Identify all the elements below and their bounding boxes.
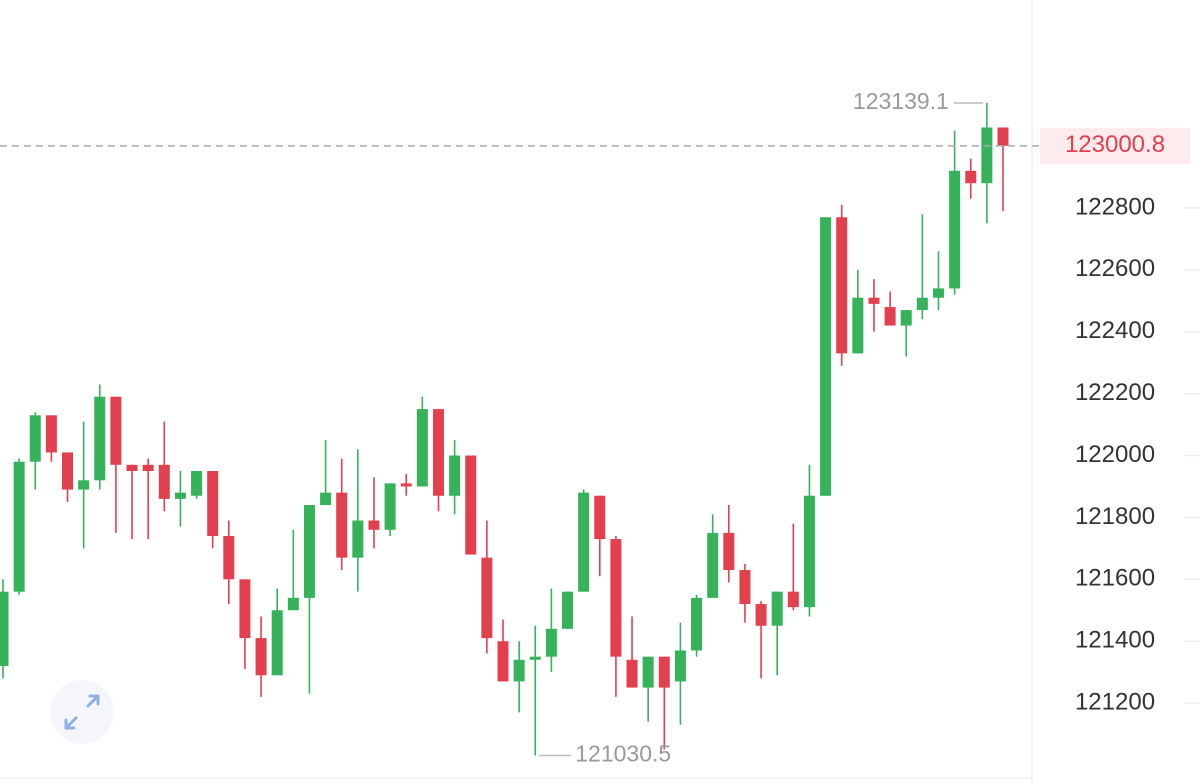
candle-body — [481, 557, 493, 639]
candle-body — [997, 127, 1009, 146]
expand-icon — [64, 694, 100, 730]
y-tick-label: 121400 — [1075, 627, 1155, 654]
y-tick-label: 122200 — [1075, 379, 1155, 406]
candle-body — [803, 495, 815, 608]
candle-body — [562, 591, 574, 629]
candle-body — [723, 532, 735, 571]
candle-body — [820, 217, 832, 496]
candle-body — [755, 604, 767, 626]
y-tick-label: 121800 — [1075, 503, 1155, 530]
candle-body — [529, 656, 541, 660]
candle-body — [239, 579, 251, 639]
candle-body — [45, 415, 57, 453]
candle-body — [787, 591, 799, 608]
candle-body — [852, 297, 864, 354]
candle-body — [610, 539, 622, 657]
candle-body — [223, 535, 235, 580]
candle-body — [62, 452, 74, 490]
y-tick-label: 122400 — [1075, 317, 1155, 344]
candle-body — [416, 409, 428, 487]
candle-body — [255, 638, 267, 676]
candle-body — [384, 483, 396, 530]
candle-body — [110, 396, 122, 465]
candle-body — [449, 455, 461, 496]
y-tick-label: 122600 — [1075, 255, 1155, 282]
candle-body — [949, 170, 961, 289]
candle-body — [836, 217, 848, 354]
candle-body — [626, 659, 638, 688]
candle-body — [578, 492, 590, 592]
candle-body — [884, 306, 896, 326]
candle-body — [13, 461, 25, 592]
candle-body — [642, 656, 654, 688]
candle-body — [674, 650, 686, 682]
candle-body — [352, 520, 364, 558]
candle-body — [432, 409, 444, 496]
candle-body — [707, 532, 719, 598]
candle-body — [400, 483, 412, 487]
candle-body — [545, 628, 557, 657]
candle-body — [174, 492, 186, 499]
candle-body — [739, 570, 751, 605]
candle-body — [594, 495, 606, 540]
y-tick-label: 122800 — [1075, 193, 1155, 220]
y-tick-label: 121200 — [1075, 688, 1155, 715]
candle-body — [658, 656, 670, 688]
candle-body — [513, 659, 525, 682]
candle-body — [158, 464, 170, 499]
candle-body — [336, 492, 348, 558]
candle-body — [916, 297, 928, 311]
candle-body — [142, 464, 154, 471]
expand-button[interactable] — [50, 680, 114, 744]
candle-body — [207, 470, 219, 536]
candle-body — [771, 591, 783, 626]
candle-body — [303, 505, 315, 598]
candle-body — [0, 591, 9, 666]
max-label: 123139.1 — [853, 88, 949, 114]
candle-body — [271, 610, 283, 676]
y-tick-label: 122000 — [1075, 441, 1155, 468]
expand-bg — [50, 680, 114, 744]
candle-body — [94, 396, 106, 481]
candle-body — [900, 310, 912, 326]
candle-body — [368, 520, 380, 530]
candle-body — [465, 455, 477, 555]
candle-body — [29, 415, 41, 462]
last-price-label: 123000.8 — [1065, 131, 1165, 158]
candle-body — [191, 470, 203, 496]
candle-body — [965, 170, 977, 184]
candle-body — [287, 597, 299, 611]
candle-body — [126, 464, 138, 471]
min-label: 121030.5 — [575, 741, 671, 767]
last-price-box — [1040, 127, 1190, 164]
candle-body — [691, 597, 703, 651]
candle-body — [497, 641, 509, 682]
candle-body — [981, 127, 993, 184]
y-tick-label: 121600 — [1075, 565, 1155, 592]
candle-body — [78, 480, 90, 490]
candle-body — [320, 492, 332, 506]
candle-body — [932, 288, 944, 298]
candle-body — [868, 297, 880, 304]
